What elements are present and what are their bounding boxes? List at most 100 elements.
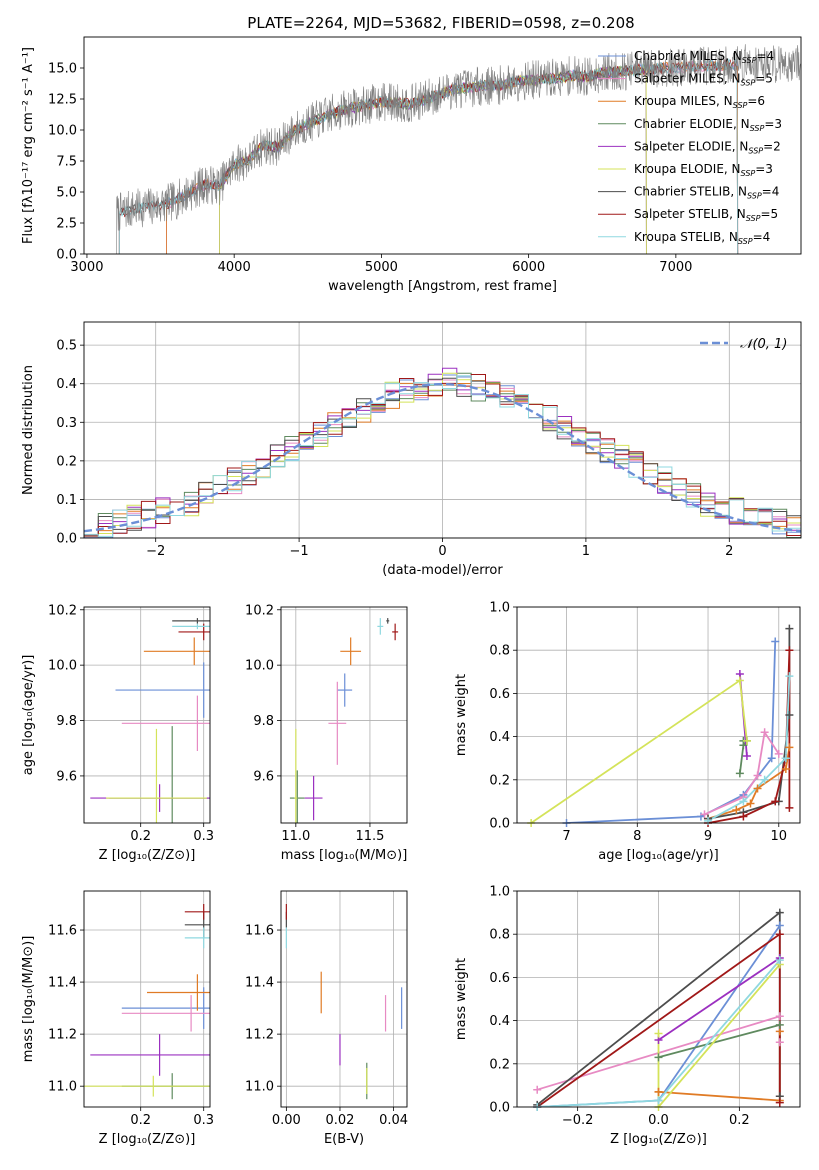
weight-marker (533, 1085, 542, 1094)
weight_vs_z-panel: −0.2 0.0 0.2 0.0 0.2 0.4 0.6 0.8 1.0 Z [log₁₀(Z/Z… (454, 885, 801, 1147)
spectrum-xtick-label: 3000 (70, 260, 103, 275)
weight-marker (654, 1029, 663, 1038)
weight_vs_age-ytick-label: 0.4 (489, 730, 510, 745)
legend-label-count: =4 (753, 230, 771, 244)
spectrum-xtick-label: 5000 (365, 260, 398, 275)
spectrum-ytick-label: 0.0 (56, 248, 77, 263)
legend-label-subscript: SSP (750, 124, 765, 133)
mass_vs_z-ytick-label: 11.0 (48, 1080, 77, 1095)
spectrum-xlabel: wavelength [Angstrom, rest frame] (328, 279, 557, 294)
legend-label: Kroupa ELODIE, NSSP=3 (634, 162, 773, 178)
mass_vs_z-ytick-label: 11.6 (48, 924, 77, 939)
spectrum-ytick-label: 10.0 (48, 124, 77, 139)
figure-title: PLATE=2264, MJD=53682, FIBERID=0598, z=0… (247, 14, 634, 32)
spectrum-ytick-label: 15.0 (48, 62, 77, 77)
age_vs_z-xtick-label: 0.3 (193, 829, 214, 844)
residuals-ytick-label: 0.2 (56, 454, 77, 469)
residual-histogram (84, 375, 801, 538)
weight_vs_age-ytick-label: 0.2 (489, 773, 510, 788)
legend-label-text: Kroupa STELIB, N (634, 230, 738, 244)
weight-marker (742, 752, 751, 761)
mass_vs_ebv-ytick-label: 11.4 (245, 976, 274, 991)
weight-marker (774, 749, 783, 758)
weight_vs_z-xlabel: Z [log₁₀(Z/Z⊙)] (610, 1132, 707, 1147)
legend-label: Salpeter MILES, NSSP=5 (634, 72, 773, 88)
weight-marker (746, 799, 755, 808)
legend-label-count: =4 (762, 185, 780, 199)
legend-label: 𝒩(0, 1) (740, 337, 787, 352)
residuals-xtick-label: −1 (290, 544, 309, 559)
mass_vs_z-xtick-label: 0.3 (193, 1113, 214, 1128)
weight_vs_z-frame (516, 890, 801, 1108)
weight_vs_age-ytick-label: 0.0 (489, 817, 510, 832)
weight_vs_age-xtick-label: 9 (704, 829, 712, 844)
mass_vs_z-xtick-label: 0.2 (130, 1113, 151, 1128)
age_vs_mass-plot-area (281, 607, 407, 823)
mass_vs_ebv-ytick-label: 11.6 (245, 924, 274, 939)
legend-label-subscript: SSP (742, 56, 757, 65)
weight_vs_z-xtick-label: 0.2 (729, 1113, 750, 1128)
weight_vs_age-xtick-label: 10 (771, 829, 788, 844)
legend-label-count: =5 (760, 207, 778, 221)
spectrum-plot-area (116, 44, 801, 254)
weight_vs_age-ytick-label: 1.0 (489, 601, 510, 616)
legend-label-count: =4 (756, 49, 774, 63)
weight-marker (775, 1012, 784, 1021)
mass_vs_z-ytick-label: 11.4 (48, 976, 77, 991)
mass_vs_z-plot-area (84, 891, 210, 1107)
weight_vs_age-xlabel: age [log₁₀(age/yr)] (598, 848, 719, 863)
mass_vs_ebv-ytick-label: 11.2 (245, 1028, 274, 1043)
age_vs_mass-xlabel: mass [log₁₀(M/M⊙)] (281, 848, 408, 863)
weight_vs_z-plot-area (517, 891, 800, 1107)
weight-line (658, 1024, 781, 1059)
weight_vs_z-ytick-label: 0.4 (489, 1014, 510, 1029)
residuals-plot-area (84, 322, 801, 538)
weight-marker (775, 1020, 784, 1029)
weight-marker (704, 816, 713, 825)
weight-marker (775, 1098, 784, 1107)
mass_vs_ebv-xtick-label: 0.00 (272, 1113, 301, 1128)
age_vs_mass-ytick-label: 9.8 (253, 714, 274, 729)
weight-marker (739, 797, 748, 806)
weight-line (530, 678, 748, 823)
weight-marker (775, 1038, 784, 1047)
weight-marker (771, 797, 780, 806)
mass_vs_ebv-ytick-label: 11.0 (245, 1080, 274, 1095)
legend-label-subscript: SSP (747, 192, 762, 201)
legend-label-count: =6 (747, 94, 765, 108)
weight_vs_z-ytick-label: 1.0 (489, 885, 510, 900)
legend-label-text: Kroupa ELODIE, N (634, 162, 741, 176)
legend-label-subscript: SSP (741, 169, 756, 178)
legend-label: Chabrier STELIB, NSSP=4 (634, 185, 779, 201)
residuals-ytick-label: 0.3 (56, 416, 77, 431)
residuals-ylabel: Normed distribution (21, 365, 36, 495)
age_vs_mass-panel: 11.0 11.5 9.6 9.8 10.0 10.2 mass [log₁₀(M/M⊙)] (245, 603, 408, 863)
weight-marker (785, 646, 794, 655)
weight_vs_age-xtick-label: 7 (562, 829, 570, 844)
mass_vs_ebv-xlabel: E(B-V) (324, 1132, 364, 1147)
legend-label-text: Kroupa MILES, N (634, 94, 733, 108)
weight-marker (753, 784, 762, 793)
residuals-xtick-label: 0 (438, 544, 446, 559)
weight-line (707, 676, 791, 822)
mass_vs_ebv-xtick-label: 0.04 (379, 1113, 408, 1128)
spectrum-ylabel: Flux [fλ10⁻¹⁷ erg cm⁻² s⁻¹ A⁻¹] (21, 47, 36, 244)
legend-label: Salpeter ELODIE, NSSP=2 (634, 139, 781, 155)
weight-marker (654, 1096, 663, 1105)
age_vs_z-ylabel: age [log₁₀(age/yr)] (21, 655, 36, 776)
mass_vs_ebv-plot-area (281, 891, 407, 1107)
spectrum-ytick-label: 2.5 (56, 217, 77, 232)
residuals-ytick-label: 0.4 (56, 377, 77, 392)
weight_vs_z-ytick-label: 0.6 (489, 971, 510, 986)
weight-marker (785, 672, 794, 681)
panels-group: 3000 4000 5000 6000 70000.02.55.07.510.012.5… (21, 36, 802, 1147)
age_vs_z-ytick-label: 10.0 (48, 659, 77, 674)
legend-label-subscript: SSP (748, 146, 763, 155)
weight_vs_age-ytick-label: 0.8 (489, 644, 510, 659)
weight-marker (742, 736, 751, 745)
residuals-xlabel: (data-model)/error (382, 563, 503, 578)
weight-line (657, 957, 781, 1041)
mass_vs_ebv-xtick-label: 0.02 (326, 1113, 355, 1128)
legend-label: Salpeter STELIB, NSSP=5 (634, 207, 778, 223)
legend-label-subscript: SSP (746, 214, 761, 223)
